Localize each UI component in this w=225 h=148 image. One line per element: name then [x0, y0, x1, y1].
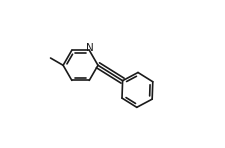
Text: N: N — [86, 43, 94, 53]
